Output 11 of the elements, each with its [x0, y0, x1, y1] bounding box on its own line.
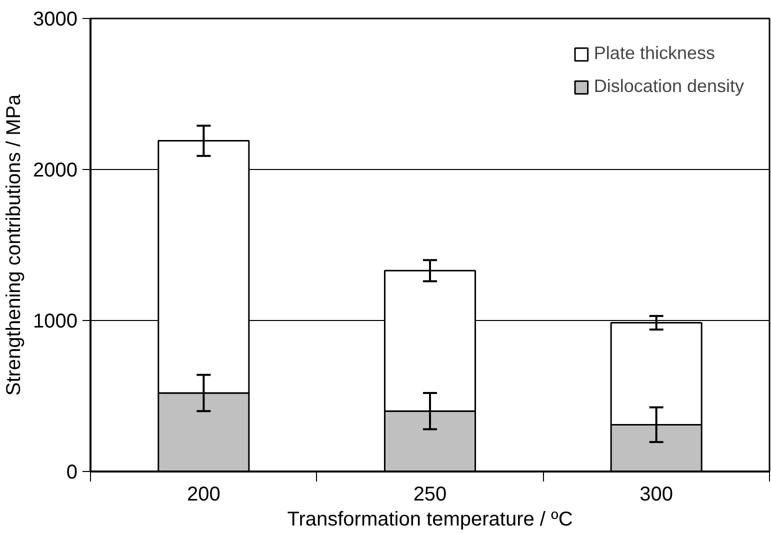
y-tick-label: 1000	[33, 310, 78, 332]
y-tick-label: 3000	[33, 8, 78, 30]
legend-label: Plate thickness	[594, 43, 715, 64]
legend-label: Dislocation density	[594, 76, 744, 97]
x-axis-title: Transformation temperature / ºC	[287, 508, 573, 530]
x-tick-label: 200	[186, 484, 220, 506]
x-tick-label: 250	[413, 484, 447, 506]
y-tick-label: 0	[66, 462, 78, 484]
y-tick-label: 2000	[33, 160, 78, 182]
y-axis-title: Strengthening contributions / MPa	[3, 93, 26, 396]
x-tick-label: 300	[640, 484, 674, 506]
